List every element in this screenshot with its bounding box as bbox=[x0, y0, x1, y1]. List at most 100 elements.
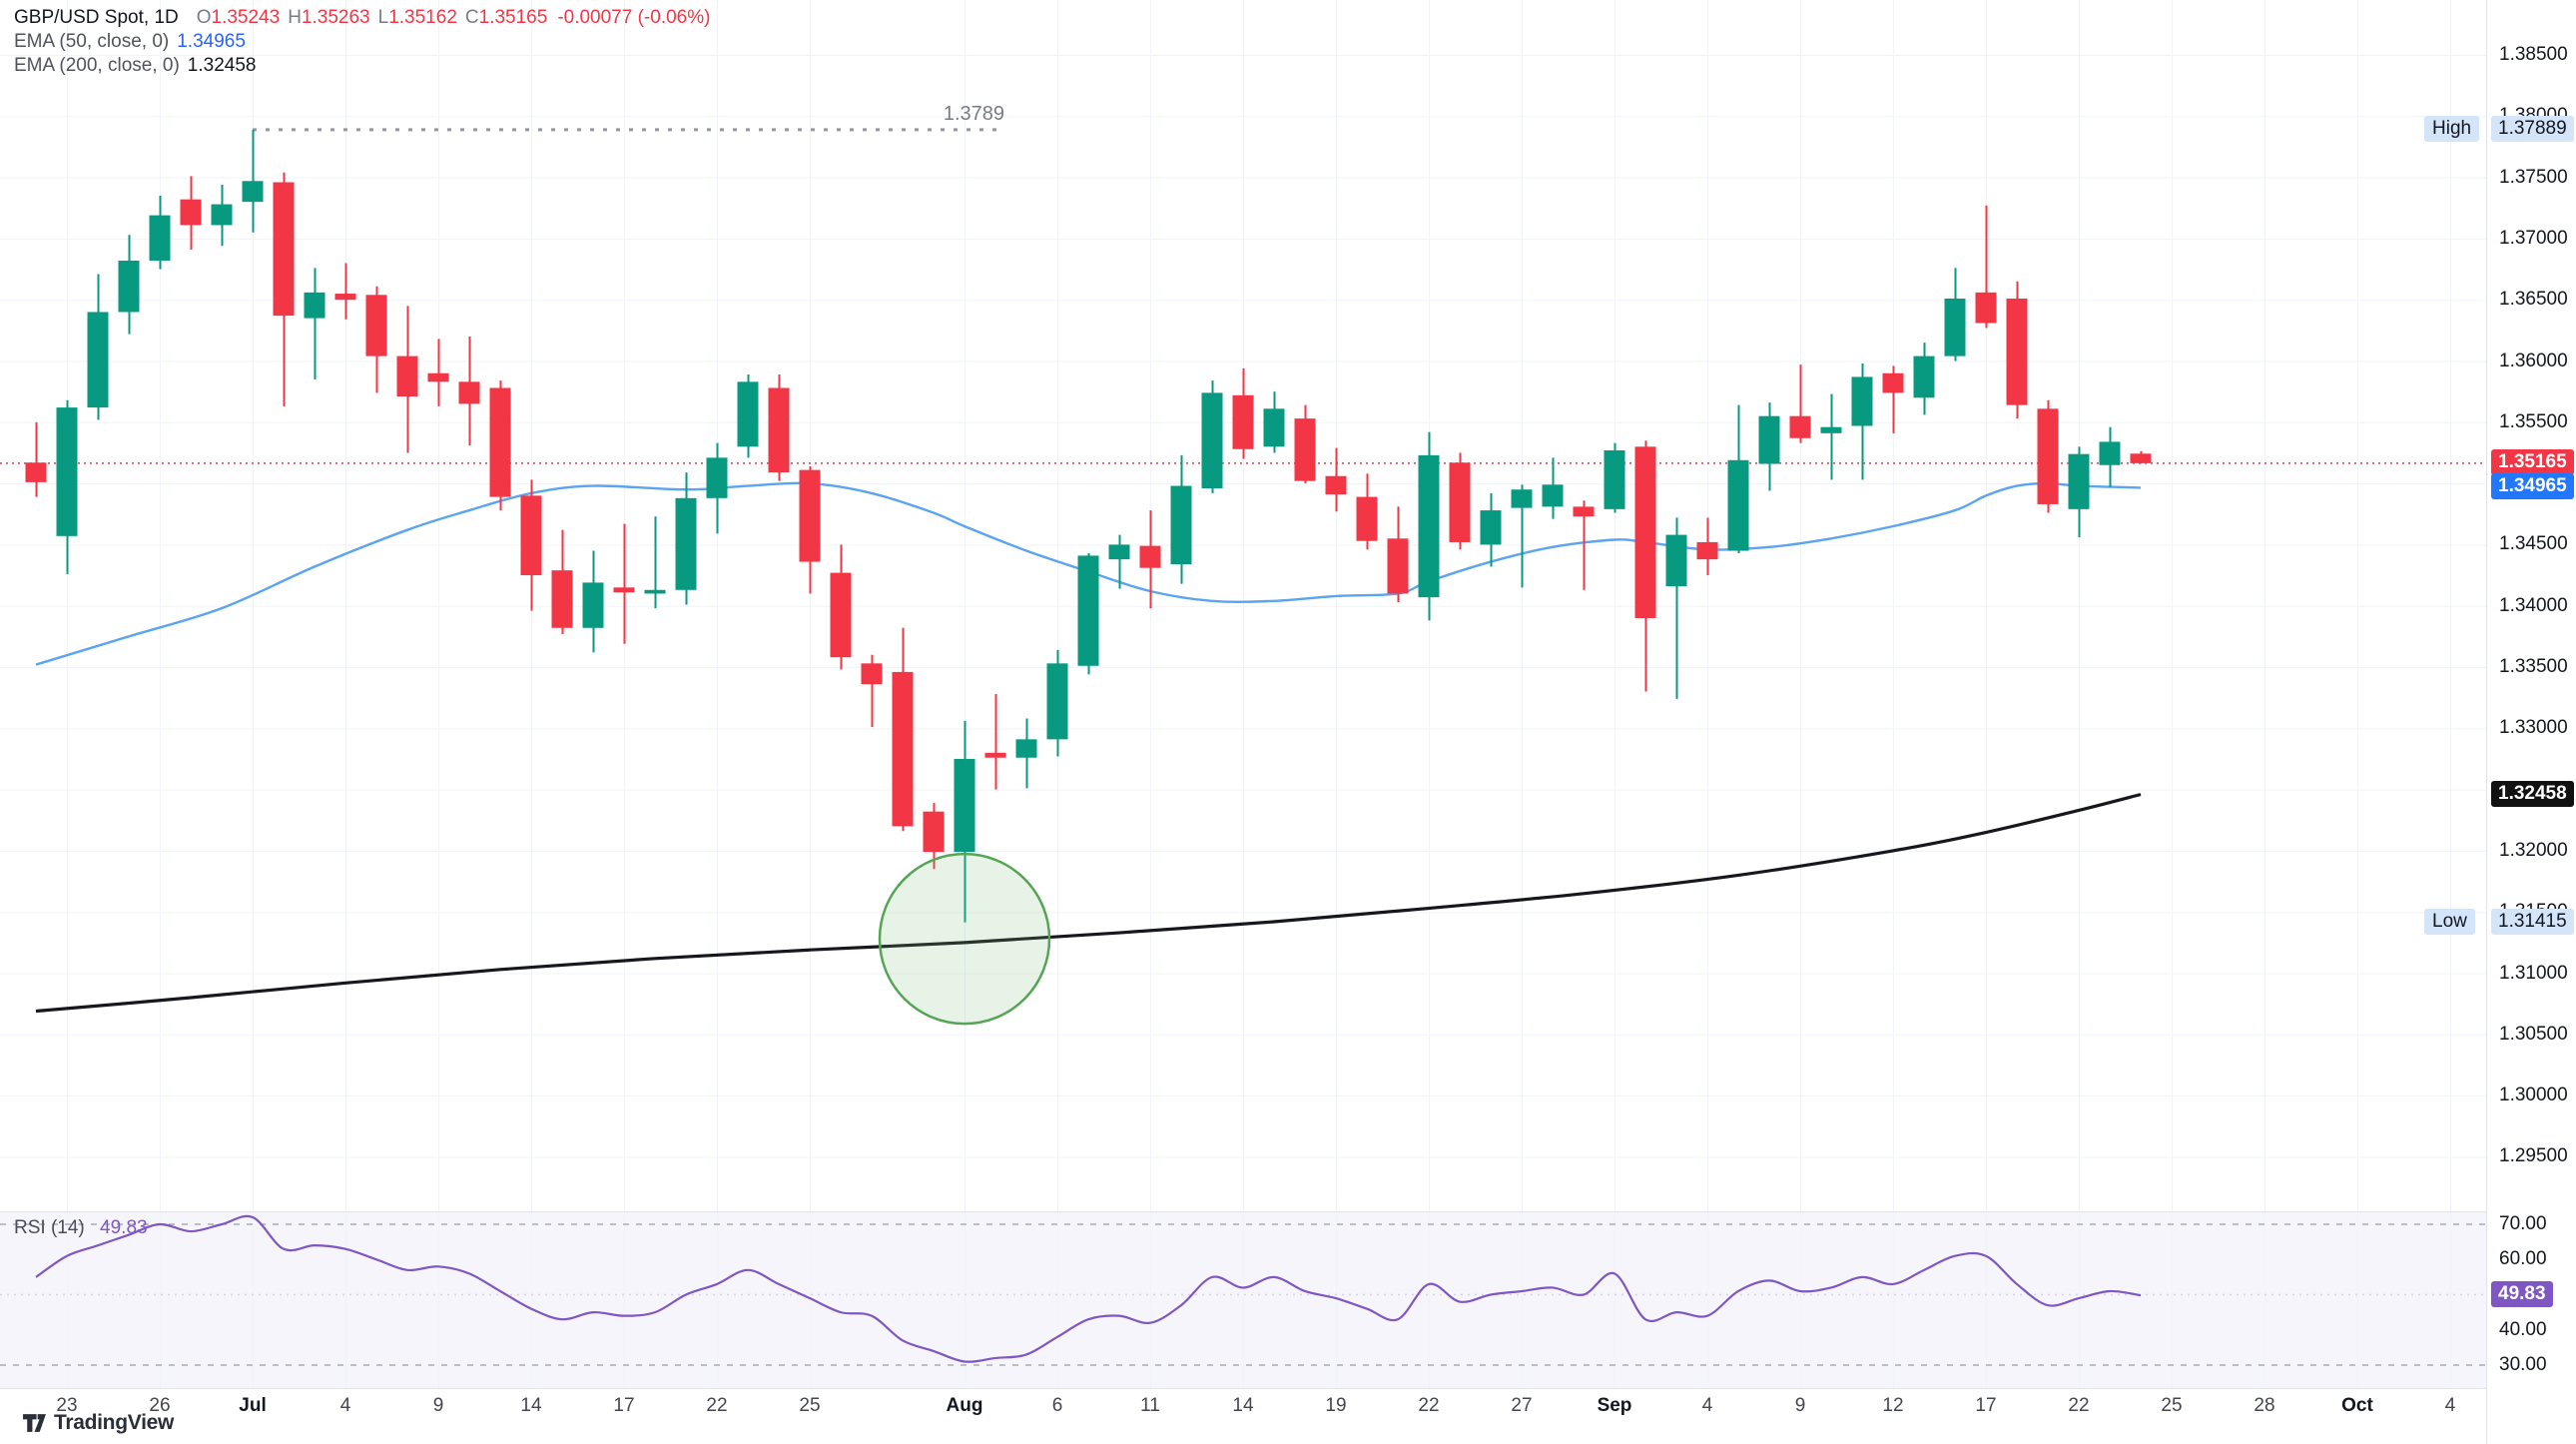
candle[interactable] bbox=[1913, 343, 1935, 415]
ema200-label: EMA (200, close, 0) bbox=[14, 55, 180, 76]
high-chip: High bbox=[2424, 115, 2480, 142]
price-axis[interactable]: 1.385001.380001.375001.370001.365001.360… bbox=[2486, 0, 2576, 1444]
pane-divider-top[interactable] bbox=[0, 1211, 2486, 1212]
candle[interactable] bbox=[1511, 484, 1533, 588]
candle[interactable] bbox=[1480, 492, 1502, 567]
candle[interactable] bbox=[799, 465, 821, 594]
symbol-row[interactable]: GBP/USD Spot, 1D O1.35243 H1.35263 L1.35162… bbox=[14, 6, 710, 30]
candle[interactable] bbox=[304, 268, 325, 379]
legend: GBP/USD Spot, 1D O1.35243 H1.35263 L1.35162… bbox=[14, 6, 710, 78]
candle[interactable] bbox=[923, 803, 945, 870]
grid bbox=[0, 0, 2486, 1388]
candle[interactable] bbox=[675, 472, 697, 605]
candle[interactable] bbox=[2068, 446, 2090, 538]
candle[interactable] bbox=[1944, 268, 1966, 361]
candle[interactable] bbox=[644, 516, 666, 609]
candle[interactable] bbox=[1449, 452, 1471, 550]
candle[interactable] bbox=[242, 129, 264, 233]
time-tick-label: 11 bbox=[1140, 1395, 1160, 1416]
candle[interactable] bbox=[87, 274, 109, 420]
candle[interactable] bbox=[1356, 473, 1378, 550]
low-label: L bbox=[377, 7, 389, 28]
candle[interactable] bbox=[861, 654, 883, 728]
ema200-row[interactable]: EMA (200, close, 0) 1.32458 bbox=[14, 54, 710, 78]
candle[interactable] bbox=[1882, 365, 1904, 433]
candle[interactable] bbox=[1232, 367, 1254, 459]
candle[interactable] bbox=[984, 693, 1006, 790]
candle[interactable] bbox=[2099, 426, 2121, 487]
candle[interactable] bbox=[892, 627, 914, 832]
candle[interactable] bbox=[2130, 450, 2152, 464]
candle[interactable] bbox=[427, 339, 449, 406]
rsi-line[interactable] bbox=[35, 1214, 2142, 1363]
candle[interactable] bbox=[273, 172, 295, 406]
candle[interactable] bbox=[118, 235, 140, 335]
candle[interactable] bbox=[1975, 205, 1997, 329]
time-tick-label: 6 bbox=[1051, 1395, 1063, 1416]
candle[interactable] bbox=[1201, 380, 1223, 493]
candle[interactable] bbox=[520, 479, 542, 611]
candle[interactable] bbox=[1294, 404, 1316, 484]
candle[interactable] bbox=[706, 442, 728, 534]
symbol-title[interactable]: GBP/USD Spot, 1D bbox=[14, 7, 179, 28]
candle[interactable] bbox=[211, 184, 233, 247]
candle[interactable] bbox=[551, 529, 573, 634]
candle[interactable] bbox=[149, 195, 171, 270]
candle[interactable] bbox=[1820, 393, 1842, 480]
candle[interactable] bbox=[1170, 454, 1192, 584]
candle[interactable] bbox=[1573, 500, 1595, 590]
candle[interactable] bbox=[1263, 391, 1285, 453]
price-chart-canvas[interactable]: 1.3789 bbox=[0, 0, 2486, 1444]
candle[interactable] bbox=[1696, 517, 1718, 576]
candle[interactable] bbox=[613, 523, 635, 644]
change-value: -0.00077 (-0.06%) bbox=[557, 7, 711, 28]
candle[interactable] bbox=[1387, 506, 1409, 603]
rsi-tick-label: 70.00 bbox=[2499, 1213, 2547, 1234]
ema50-line[interactable] bbox=[35, 481, 2142, 666]
candle[interactable] bbox=[954, 720, 975, 923]
candle[interactable] bbox=[737, 373, 759, 458]
candle[interactable] bbox=[56, 399, 78, 574]
candle[interactable] bbox=[180, 176, 202, 250]
candle[interactable] bbox=[25, 421, 47, 497]
candle[interactable] bbox=[1046, 649, 1068, 757]
time-tick-label: 12 bbox=[1882, 1395, 1904, 1416]
time-tick-label: Aug bbox=[946, 1395, 983, 1416]
candle[interactable] bbox=[1604, 442, 1625, 513]
candle[interactable] bbox=[1077, 552, 1099, 675]
pane-divider-bottom bbox=[0, 1388, 2486, 1389]
candle[interactable] bbox=[768, 373, 790, 481]
time-tick-label: 27 bbox=[1511, 1395, 1533, 1416]
candle[interactable] bbox=[1634, 440, 1656, 692]
candle[interactable] bbox=[2006, 281, 2028, 419]
candle[interactable] bbox=[1851, 362, 1873, 480]
candle[interactable] bbox=[1108, 534, 1130, 589]
ema200-line[interactable] bbox=[35, 792, 2142, 1014]
ema50-row[interactable]: EMA (50, close, 0) 1.34965 bbox=[14, 30, 710, 54]
candle[interactable] bbox=[1139, 510, 1161, 609]
candle[interactable] bbox=[489, 380, 511, 511]
low-chip: Low bbox=[2424, 908, 2475, 935]
time-tick-label: 23 bbox=[56, 1395, 78, 1416]
rsi-value-badge: 49.83 bbox=[2491, 1281, 2553, 1308]
candle[interactable] bbox=[582, 550, 604, 653]
time-tick-label: 9 bbox=[1794, 1395, 1806, 1416]
low-value: 1.35162 bbox=[388, 7, 457, 28]
candle[interactable] bbox=[1789, 364, 1811, 443]
tradingview-watermark[interactable]: TradingView bbox=[22, 1410, 174, 1435]
candle[interactable] bbox=[396, 306, 418, 453]
candle[interactable] bbox=[1542, 457, 1564, 519]
time-axis[interactable]: 23 26 Jul 4 9 14 17 22 25 Aug 6 11 14 19 22 27 Sep 4 9 12 17… bbox=[0, 1389, 2486, 1444]
candle[interactable] bbox=[365, 286, 387, 393]
candle[interactable] bbox=[2037, 399, 2059, 513]
candle[interactable] bbox=[1418, 431, 1440, 621]
candle[interactable] bbox=[1727, 404, 1749, 553]
candle[interactable] bbox=[1325, 447, 1347, 512]
rsi-legend[interactable]: RSI (14) 49.83 bbox=[14, 1217, 148, 1239]
candle[interactable] bbox=[1758, 402, 1780, 491]
candle[interactable] bbox=[830, 544, 852, 670]
candle[interactable] bbox=[1665, 517, 1687, 699]
candle[interactable] bbox=[1015, 718, 1037, 789]
candle[interactable] bbox=[334, 263, 356, 320]
candle[interactable] bbox=[458, 336, 480, 446]
